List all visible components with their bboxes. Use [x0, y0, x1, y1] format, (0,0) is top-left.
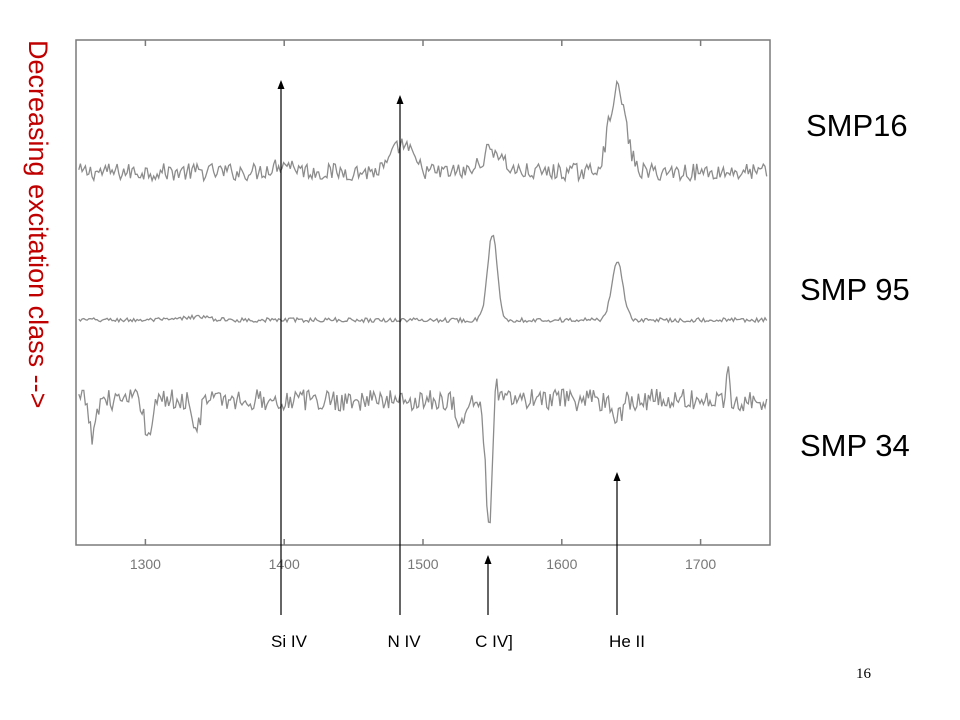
page-number: 16 — [856, 666, 871, 682]
annotation-arrow-head — [277, 80, 285, 89]
annotation-arrow-head — [396, 95, 404, 104]
plot-frame — [75, 39, 771, 546]
emission-line-label: He II — [609, 632, 645, 651]
x-tick-label: 1300 — [130, 556, 161, 572]
annotation-arrow-head — [613, 472, 621, 481]
spectrum-line — [78, 234, 768, 324]
x-tick-label: 1700 — [685, 556, 716, 572]
spectra-lines — [78, 79, 768, 524]
x-axis-ticks: 1300 1400 1500 1600 1700 — [130, 40, 716, 572]
x-tick-label: 1600 — [546, 556, 577, 572]
series-label: SMP16 — [806, 108, 908, 143]
x-tick-label: 1400 — [269, 556, 300, 572]
emission-line-label: C IV] — [475, 632, 513, 651]
annotation-arrows — [277, 80, 621, 615]
annotation-arrow-head — [484, 555, 492, 564]
spectrum-line — [78, 79, 768, 183]
spectrum-line — [78, 366, 768, 524]
series-label: SMP 95 — [800, 272, 910, 307]
emission-line-label: N IV — [387, 632, 421, 651]
series-label: SMP 34 — [800, 428, 910, 463]
x-tick-label: 1500 — [407, 556, 438, 572]
side-title: Decreasing excitation class --> — [23, 40, 53, 409]
emission-line-label: Si IV — [271, 632, 307, 651]
